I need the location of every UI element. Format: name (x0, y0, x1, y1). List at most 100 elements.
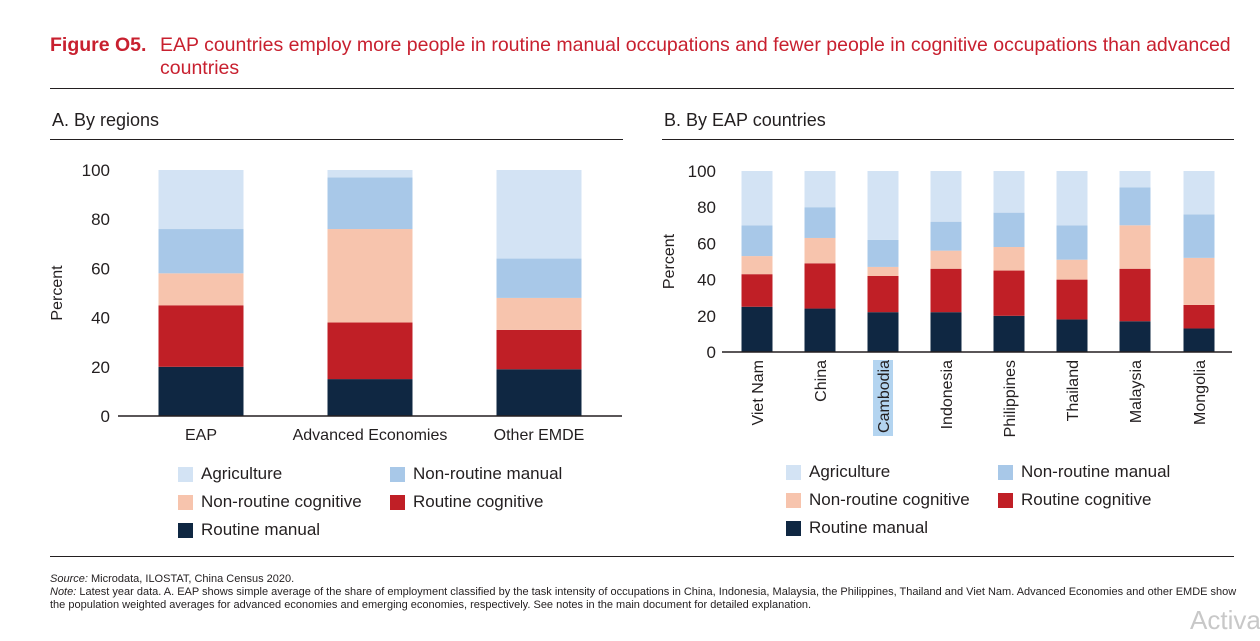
category-label: Cambodia (876, 360, 893, 433)
bar-segment-non-routine-manual (496, 258, 582, 298)
bar-segment-routine-cognitive (993, 270, 1025, 316)
bar-segment-non-routine-manual (804, 207, 836, 238)
legend-item: Routine cognitive (998, 490, 1151, 510)
bar-segment-routine-manual (1183, 328, 1215, 352)
footer-rule (50, 556, 1234, 557)
legend-item: Non-routine manual (390, 464, 562, 484)
panel-b-rule (662, 139, 1234, 140)
activation-watermark: Activa (1190, 605, 1260, 635)
bar-segment-non-routine-cognitive (930, 250, 962, 269)
bar-segment-routine-manual (804, 308, 836, 352)
bar-segment-non-routine-cognitive (496, 297, 582, 330)
legend-item: Routine manual (786, 518, 928, 538)
bar-segment-routine-manual (741, 306, 773, 352)
category-label: Indonesia (939, 360, 956, 429)
bar-segment-routine-manual (1056, 319, 1088, 352)
title-rule (50, 88, 1234, 89)
legend-swatch (178, 466, 193, 482)
bar-segment-routine-manual (158, 366, 244, 416)
bar-segment-agriculture (158, 170, 244, 230)
bar-segment-agriculture (327, 170, 413, 178)
bar-segment-routine-manual (496, 369, 582, 416)
category-label: Other EMDE (494, 427, 585, 444)
bar-segment-routine-cognitive (867, 275, 899, 313)
category-label: China (813, 360, 830, 402)
legend-label: Non-routine manual (1021, 462, 1171, 481)
bar-segment-routine-cognitive (741, 274, 773, 307)
legend-swatch (178, 522, 193, 538)
legend-item: Agriculture (178, 464, 282, 484)
bar-segment-agriculture (804, 171, 836, 208)
bar-segment-agriculture (496, 170, 582, 259)
category-label: Viet Nam (750, 360, 767, 426)
y-tick-label: 20 (91, 358, 110, 377)
bar-segment-agriculture (867, 171, 899, 240)
bar-segment-routine-cognitive (1056, 279, 1088, 320)
source-text: Microdata, ILOSTAT, China Census 2020. (87, 573, 295, 585)
bar-segment-non-routine-manual (158, 229, 244, 274)
y-tick-label: 0 (101, 407, 110, 426)
legend-label: Agriculture (201, 464, 283, 483)
bar-segment-routine-cognitive (1119, 268, 1151, 322)
bar-segment-agriculture (741, 171, 773, 226)
y-tick-label: 0 (707, 343, 716, 362)
note-text: Latest year data. A. EAP shows simple av… (50, 586, 1237, 611)
bar-segment-non-routine-cognitive (993, 247, 1025, 271)
legend-item: Non-routine cognitive (178, 492, 362, 512)
bar-segment-non-routine-manual (993, 212, 1025, 248)
note-label: Note: (50, 586, 77, 598)
bar-segment-routine-cognitive (327, 322, 413, 380)
category-label: Thailand (1065, 360, 1082, 421)
legend-item: Agriculture (786, 462, 890, 482)
legend-swatch (390, 466, 405, 482)
source-notes: Source: Microdata, ILOSTAT, China Census… (50, 573, 1250, 612)
text-selection-highlight (873, 360, 893, 436)
source-label: Source: (50, 573, 88, 585)
bar-segment-non-routine-manual (867, 239, 899, 267)
y-tick-label: 80 (697, 198, 716, 217)
bar-segment-non-routine-cognitive (1119, 225, 1151, 269)
bar-segment-routine-manual (327, 379, 413, 416)
bar-segment-non-routine-cognitive (1183, 257, 1215, 305)
category-label: EAP (185, 427, 217, 444)
bar-segment-routine-cognitive (804, 263, 836, 309)
legend-label: Agriculture (809, 462, 891, 481)
panel-b-title: B. By EAP countries (664, 110, 826, 130)
legend-label: Non-routine manual (413, 464, 563, 483)
legend-swatch (178, 494, 193, 510)
bar-segment-agriculture (930, 171, 962, 222)
bar-segment-routine-manual (867, 312, 899, 352)
bar-segment-non-routine-cognitive (327, 229, 413, 323)
bar-segment-agriculture (1183, 171, 1215, 215)
category-label: Philippines (1002, 360, 1019, 437)
legend-label: Routine manual (809, 518, 929, 537)
panel-a-rule (50, 139, 623, 140)
y-tick-label: 60 (697, 234, 716, 253)
legend-item: Routine cognitive (390, 492, 543, 512)
bar-segment-non-routine-cognitive (741, 256, 773, 275)
bar-segment-routine-cognitive (1183, 304, 1215, 329)
bar-segment-non-routine-manual (741, 225, 773, 257)
legend-label: Routine cognitive (1021, 490, 1152, 509)
y-tick-label: 40 (91, 309, 110, 328)
bar-segment-routine-manual (1119, 321, 1151, 352)
bar-segment-non-routine-manual (1119, 187, 1151, 226)
bar-segment-non-routine-manual (1056, 225, 1088, 260)
y-tick-label: 80 (91, 210, 110, 229)
figure-title-text: EAP countries employ more people in rout… (160, 34, 1231, 79)
legend-swatch (786, 492, 801, 508)
legend-swatch (998, 492, 1013, 508)
legend-label: Non-routine cognitive (809, 490, 970, 509)
category-label: Advanced Economies (293, 427, 448, 444)
bar-segment-non-routine-cognitive (158, 273, 244, 306)
bar-segment-non-routine-manual (327, 177, 413, 230)
legend-swatch (786, 464, 801, 480)
category-label: Malaysia (1128, 360, 1145, 423)
bar-segment-non-routine-cognitive (804, 237, 836, 264)
bar-segment-non-routine-cognitive (867, 266, 899, 276)
bar-segment-routine-cognitive (158, 305, 244, 367)
bar-segment-non-routine-manual (930, 221, 962, 251)
bar-segment-agriculture (993, 171, 1025, 213)
y-tick-label: 60 (91, 259, 110, 278)
